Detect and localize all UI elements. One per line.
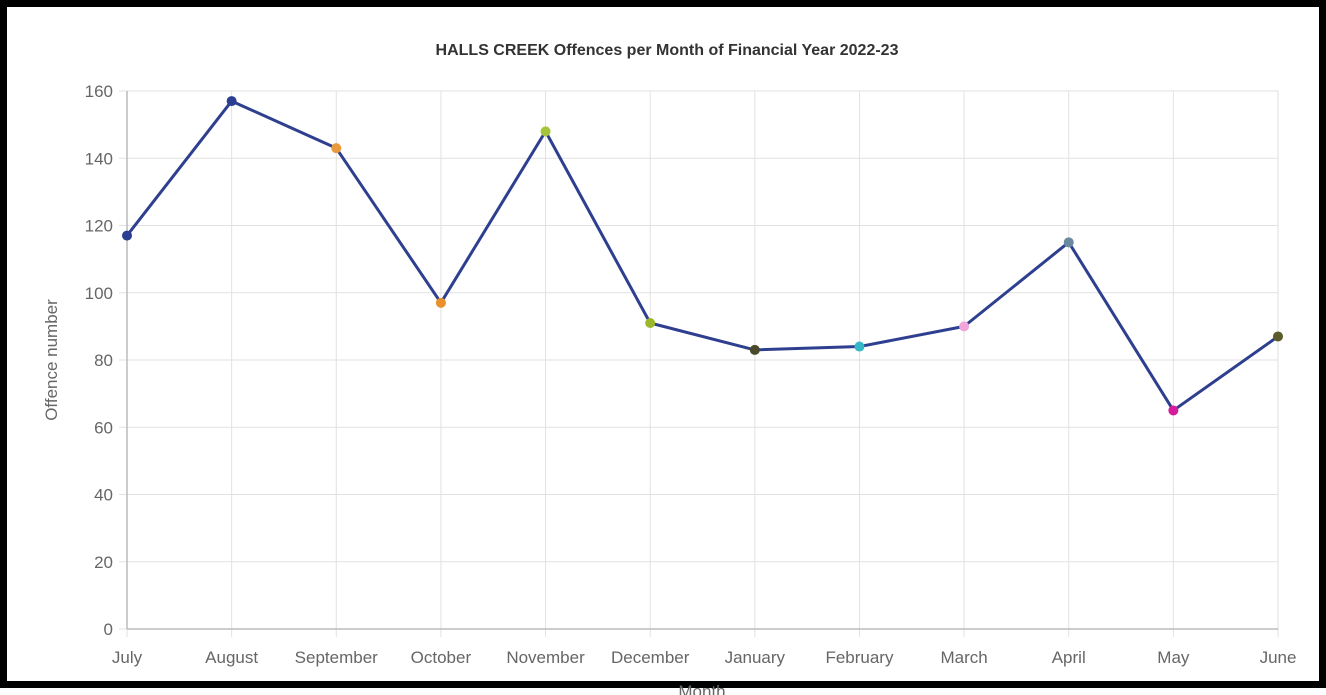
x-tick-label: July [112,648,143,667]
y-tick-label: 100 [85,284,113,303]
data-point[interactable] [331,143,342,154]
x-tick-label: November [506,648,585,667]
data-point[interactable] [959,321,970,332]
x-tick-label: October [411,648,472,667]
y-tick-label: 80 [94,351,113,370]
data-point[interactable] [1168,405,1179,416]
x-tick-label: March [940,648,987,667]
data-point[interactable] [540,126,551,137]
x-tick-label: April [1052,648,1086,667]
x-tick-label: December [611,648,690,667]
data-point[interactable] [1063,237,1074,248]
data-point[interactable] [122,230,132,241]
x-tick-label: February [825,648,894,667]
y-tick-label: 160 [85,82,113,101]
y-tick-label: 40 [94,486,113,505]
data-point[interactable] [435,297,446,308]
data-point[interactable] [749,344,760,355]
x-axis-ticks: July August September October November Decemb… [112,648,1297,667]
y-axis-label: Offence number [42,299,61,421]
x-tick-label: May [1157,648,1190,667]
y-tick-label: 140 [85,149,113,168]
y-tick-label: 120 [85,217,113,236]
x-tick-label: September [295,648,378,667]
chart-title: HALLS CREEK Offences per Month of Financ… [436,42,899,59]
y-tick-label: 60 [94,418,113,437]
x-tick-label: January [725,648,786,667]
data-points [122,96,1283,416]
y-tick-label: 20 [94,553,113,572]
data-point[interactable] [854,341,865,352]
x-tick-label: June [1260,648,1297,667]
grid [119,90,1279,637]
data-point[interactable] [226,96,237,107]
data-point[interactable] [1273,331,1283,342]
line-chart: HALLS CREEK Offences per Month of Financ… [42,42,1297,695]
x-tick-label: August [205,648,258,667]
y-tick-label: 0 [104,620,113,639]
y-axis-ticks: 0 20 40 60 80 100 120 140 160 [85,82,113,639]
x-axis-label: Month [678,682,725,695]
data-point[interactable] [645,318,656,329]
series-line [125,99,1279,412]
